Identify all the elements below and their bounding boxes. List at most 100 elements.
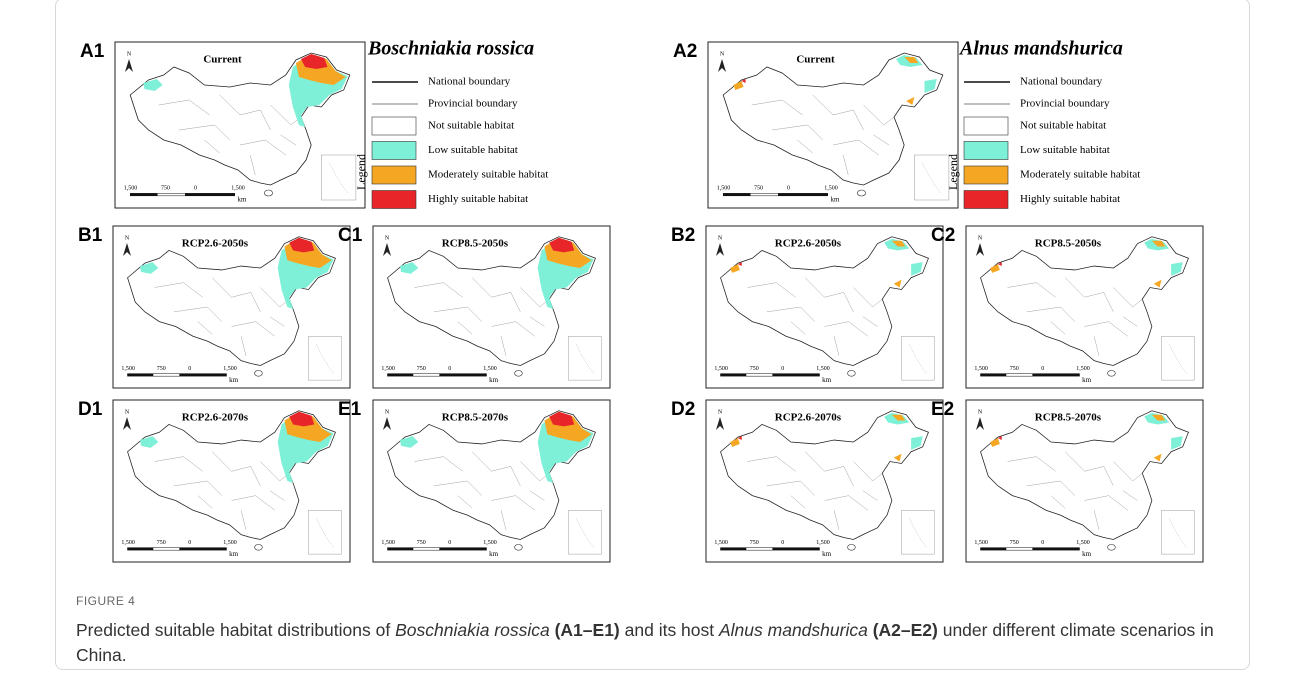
legend-swatch [964, 117, 1008, 135]
scenario-title: Current [203, 54, 242, 66]
panel-label: E2 [931, 399, 954, 420]
scale-label: 1,500 [816, 540, 830, 546]
scale-label: 1,500 [483, 366, 497, 372]
scale-label: 1,500 [124, 185, 138, 191]
scale-bar-segment [413, 548, 439, 550]
scale-label: 1,500 [824, 185, 838, 191]
scale-label: 1,500 [1076, 540, 1090, 546]
scale-label: 750 [161, 185, 170, 191]
scale-label: 1,500 [714, 540, 728, 546]
scale-label: 750 [750, 366, 759, 372]
legend-item: Moderately suitable habitat [428, 169, 548, 181]
legend-item: Moderately suitable habitat [1020, 169, 1140, 181]
legend-swatch [964, 191, 1008, 209]
scale-label: 0 [188, 366, 191, 372]
scale-bar-segment [746, 374, 772, 376]
scenario-title: RCP2.6-2070s [775, 412, 842, 424]
scale-label: 750 [750, 540, 759, 546]
scenario-title: Current [796, 54, 835, 66]
legend-item: National boundary [1020, 76, 1103, 88]
scale-label: 750 [157, 540, 166, 546]
scale-label: 0 [194, 185, 197, 191]
scale-label: 1,500 [974, 540, 988, 546]
scale-label: 1,500 [231, 185, 245, 191]
legend-item: Not suitable habitat [1020, 120, 1106, 132]
scale-label: 0 [188, 540, 191, 546]
caption-label: FIGURE 4 [76, 594, 135, 608]
caption-species: Alnus mandshurica [719, 620, 868, 640]
north-label: N [385, 409, 390, 415]
caption: Predicted suitable habitat distributions… [76, 618, 1226, 668]
scale-label: 0 [1041, 540, 1044, 546]
scenario-title: RCP8.5-2050s [442, 238, 509, 250]
scale-label: 1,500 [121, 540, 135, 546]
legend-swatch [372, 142, 416, 160]
panel-label: B1 [78, 225, 103, 246]
scale-label: 750 [157, 366, 166, 372]
scale-unit: km [822, 376, 832, 384]
scale-label: 1,500 [381, 540, 395, 546]
scale-label: 750 [754, 185, 763, 191]
scenario-title: RCP2.6-2070s [182, 412, 249, 424]
scale-label: 1,500 [121, 366, 135, 372]
legend-swatch [964, 166, 1008, 184]
scale-label: 0 [448, 540, 451, 546]
legend-item: Provincial boundary [1020, 98, 1110, 110]
caption-species: Boschniakia rossica [395, 620, 550, 640]
panel-label: B2 [671, 225, 695, 246]
species-name: Boschniakia rossica [367, 38, 534, 60]
north-label: N [718, 235, 723, 241]
caption-text: Predicted suitable habitat distributions… [76, 620, 395, 640]
scale-unit: km [1082, 376, 1092, 384]
scale-label: 750 [417, 540, 426, 546]
legend-item: Not suitable habitat [428, 120, 514, 132]
north-label: N [125, 235, 130, 241]
scale-bar-segment [746, 548, 772, 550]
scale-unit: km [489, 376, 499, 384]
scenario-title: RCP8.5-2070s [442, 412, 509, 424]
north-label: N [718, 409, 723, 415]
scale-unit: km [229, 550, 239, 558]
legend-swatch [372, 166, 416, 184]
scale-unit: km [489, 550, 499, 558]
panel-label: A1 [80, 41, 105, 62]
scale-label: 750 [417, 366, 426, 372]
scenario-title: RCP8.5-2070s [1035, 412, 1102, 424]
legend-swatch [372, 191, 416, 209]
panel-label: A2 [673, 41, 697, 62]
panel-label: D2 [671, 399, 695, 420]
scale-label: 1,500 [1076, 366, 1090, 372]
caption-text: and its host [620, 620, 719, 640]
scale-label: 1,500 [223, 540, 237, 546]
scale-label: 0 [781, 366, 784, 372]
scale-unit: km [229, 376, 239, 384]
scenario-title: RCP8.5-2050s [1035, 238, 1102, 250]
north-label: N [385, 235, 390, 241]
scale-unit: km [1082, 550, 1092, 558]
panel-label: C2 [931, 225, 955, 246]
legend-item: Low suitable habitat [428, 144, 518, 156]
figure: A1 Current N 1,500 750 0 1,500 km A2 Current N 1,50… [0, 0, 1290, 590]
scale-label: 0 [1041, 366, 1044, 372]
scale-bar-segment [1006, 548, 1032, 550]
scenario-title: RCP2.6-2050s [182, 238, 249, 250]
scale-label: 1,500 [223, 366, 237, 372]
scale-label: 750 [1010, 540, 1019, 546]
scale-label: 1,500 [816, 366, 830, 372]
scale-unit: km [238, 196, 248, 204]
panel-label: C1 [338, 225, 363, 246]
north-label: N [127, 51, 132, 57]
scale-label: 1,500 [717, 185, 731, 191]
scenario-title: RCP2.6-2050s [775, 238, 842, 250]
scale-label: 0 [781, 540, 784, 546]
legend-swatch [964, 142, 1008, 160]
legend-item: Highly suitable habitat [428, 193, 528, 205]
scale-label: 750 [1010, 366, 1019, 372]
scale-label: 1,500 [483, 540, 497, 546]
caption-panel-ref: (A2–E2) [868, 620, 938, 640]
north-label: N [125, 409, 130, 415]
scale-unit: km [822, 550, 832, 558]
scale-label: 0 [448, 366, 451, 372]
scale-bar-segment [158, 194, 186, 196]
legend-title: Legend [354, 154, 368, 190]
